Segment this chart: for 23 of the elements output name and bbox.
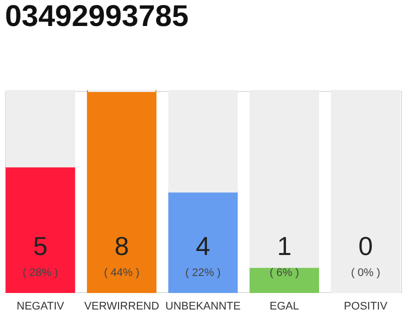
bar <box>168 90 238 192</box>
bar <box>330 90 400 293</box>
x-tick-label: VERWIRREND <box>84 300 160 312</box>
x-tick-label: NEGATIV <box>16 300 65 312</box>
annotation: ( 0% ) <box>350 267 380 279</box>
x-tick-label: UNBEKANNTE <box>165 300 241 312</box>
chart-title: 03492993785 <box>5 0 189 33</box>
data-label: 5 <box>33 231 48 261</box>
annotation: ( 28% ) <box>22 267 58 279</box>
x-tick-label: POSITIV <box>344 300 388 312</box>
data-label: 4 <box>196 231 210 261</box>
bar <box>86 90 156 293</box>
annotation: ( 22% ) <box>185 267 221 279</box>
bar <box>168 190 238 293</box>
x-tick-label: EGAL <box>270 300 299 312</box>
bar <box>250 90 320 268</box>
data-label: 0 <box>358 231 373 261</box>
data-label: 1 <box>277 231 292 261</box>
annotation: ( 6% ) <box>270 267 299 279</box>
data-label: 8 <box>114 231 129 261</box>
bar <box>6 90 76 168</box>
bar <box>6 165 76 293</box>
annotation: ( 44% ) <box>104 267 140 279</box>
